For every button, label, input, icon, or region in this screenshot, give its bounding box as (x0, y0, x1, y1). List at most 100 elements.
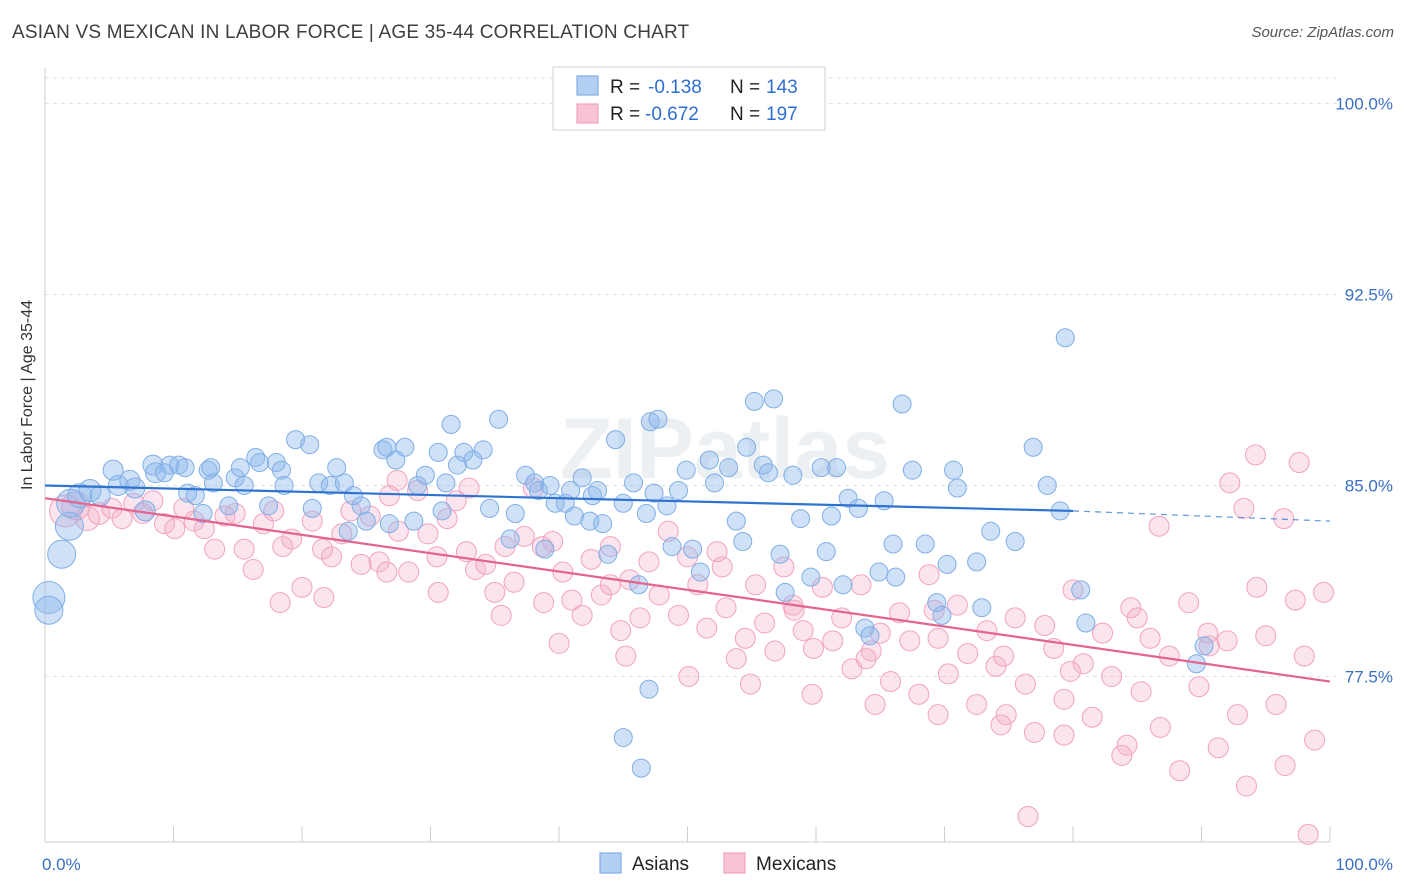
asian-point-136 (1037, 475, 1057, 495)
asian-point-25 (219, 496, 239, 516)
asian-point-42 (338, 521, 358, 541)
asian-point-45 (356, 511, 376, 531)
asian-point-69 (535, 539, 555, 559)
asian-point-97 (719, 458, 739, 478)
mexican-point-37 (426, 546, 448, 568)
asian-point-24 (203, 473, 223, 493)
asian-point-54 (428, 442, 448, 462)
asian-point-36 (300, 435, 320, 455)
asian-point-21 (193, 503, 213, 523)
mexicans-trend-line (44, 497, 1331, 683)
asian-point-13 (142, 454, 164, 476)
asian-point-34 (274, 475, 294, 495)
mexican-point-131 (1297, 823, 1319, 845)
mexican-point-76 (802, 637, 824, 659)
mexican-point-16 (224, 502, 246, 524)
mexican-point-113 (1158, 645, 1180, 667)
asian-point-92 (676, 460, 696, 480)
mexican-point-55 (599, 536, 621, 558)
mexican-point-86 (899, 630, 921, 652)
asian-point-70 (540, 475, 560, 495)
x-tick-label-1: 100.0% (1335, 855, 1393, 874)
mexican-point-96 (995, 704, 1017, 726)
bottom-legend-asians: Asians (632, 854, 689, 875)
asian-point-130 (947, 478, 967, 498)
mexican-point-58 (629, 607, 651, 629)
mexican-point-61 (657, 520, 679, 542)
asian-point-83 (624, 473, 644, 493)
mexican-point-137 (1233, 497, 1255, 519)
mexican-point-164 (1116, 734, 1138, 756)
mexican-point-78 (822, 630, 844, 652)
mexican-point-26 (321, 546, 343, 568)
asian-point-27 (230, 458, 250, 478)
asian-point-98 (726, 511, 746, 531)
mexican-point-90 (937, 663, 959, 685)
mexican-point-152 (376, 561, 398, 583)
y-tick-label-0: 77.5% (1345, 667, 1393, 686)
mexican-point-65 (696, 617, 718, 639)
asian-point-126 (927, 593, 947, 613)
legend-r-mexicans: -0.672 (645, 104, 699, 125)
y-tick-label-3: 100.0% (1335, 94, 1393, 113)
asian-point-61 (473, 440, 493, 460)
mexican-point-121 (1235, 775, 1257, 797)
asian-point-18 (175, 458, 195, 478)
mexican-point-87 (908, 683, 930, 705)
asian-point-115 (838, 488, 858, 508)
mexican-point-110 (1130, 681, 1152, 703)
mexican-point-20 (263, 500, 285, 522)
mexican-point-142 (711, 556, 733, 578)
mexican-point-62 (668, 604, 690, 626)
asian-point-1 (34, 595, 64, 625)
asian-point-22 (198, 460, 218, 480)
mexican-point-10 (164, 518, 186, 540)
chart-title: ASIAN VS MEXICAN IN LABOR FORCE | AGE 35… (12, 22, 690, 43)
asian-point-114 (833, 575, 853, 595)
asian-point-33 (271, 460, 291, 480)
asian-point-68 (528, 481, 548, 501)
asian-point-91 (669, 481, 689, 501)
bottom-swatch-mexicans (723, 852, 746, 874)
mexican-point-25 (312, 538, 334, 560)
y-tick-labels: 77.5% 85.0% 92.5% 100.0% (1335, 94, 1393, 686)
asian-point-63 (489, 409, 509, 429)
asian-point-53 (415, 465, 435, 485)
asian-point-121 (883, 534, 903, 554)
asian-point-44 (351, 496, 371, 516)
asian-point-93 (683, 539, 703, 559)
asian-point-100 (737, 437, 757, 457)
mexican-point-98 (1014, 673, 1036, 695)
mexican-point-149 (1198, 635, 1220, 657)
mexican-point-15 (214, 505, 236, 527)
series-legend: Asians Mexicans (599, 852, 836, 875)
mexican-point-99 (1023, 721, 1045, 743)
mexican-point-125 (1274, 755, 1296, 777)
mexican-point-144 (855, 648, 877, 670)
mexican-point-9 (154, 513, 176, 535)
mexican-point-59 (638, 551, 660, 573)
asian-point-119 (869, 562, 889, 582)
asian-point-40 (327, 458, 347, 478)
mexican-point-68 (725, 648, 747, 670)
asian-point-87 (644, 483, 664, 503)
asian-point-6 (78, 479, 102, 503)
mexican-point-163 (1053, 724, 1075, 746)
mexican-point-134 (1219, 472, 1241, 494)
asian-point-125 (915, 534, 935, 554)
mexican-point-104 (1072, 653, 1094, 675)
asian-point-57 (441, 414, 461, 434)
asian-point-139 (1071, 580, 1091, 600)
asians-trend-extension (1072, 510, 1331, 522)
asian-point-39 (320, 475, 340, 495)
asian-point-144 (631, 758, 651, 778)
asian-point-78 (588, 481, 608, 501)
asian-point-23 (201, 458, 221, 478)
mexican-point-132 (1288, 452, 1310, 474)
asian-point-111 (816, 542, 836, 562)
mexican-point-85 (889, 602, 911, 624)
mexican-point-91 (946, 594, 968, 616)
asian-point-107 (783, 465, 803, 485)
asian-point-131 (967, 552, 987, 572)
mexican-point-124 (1265, 693, 1287, 715)
